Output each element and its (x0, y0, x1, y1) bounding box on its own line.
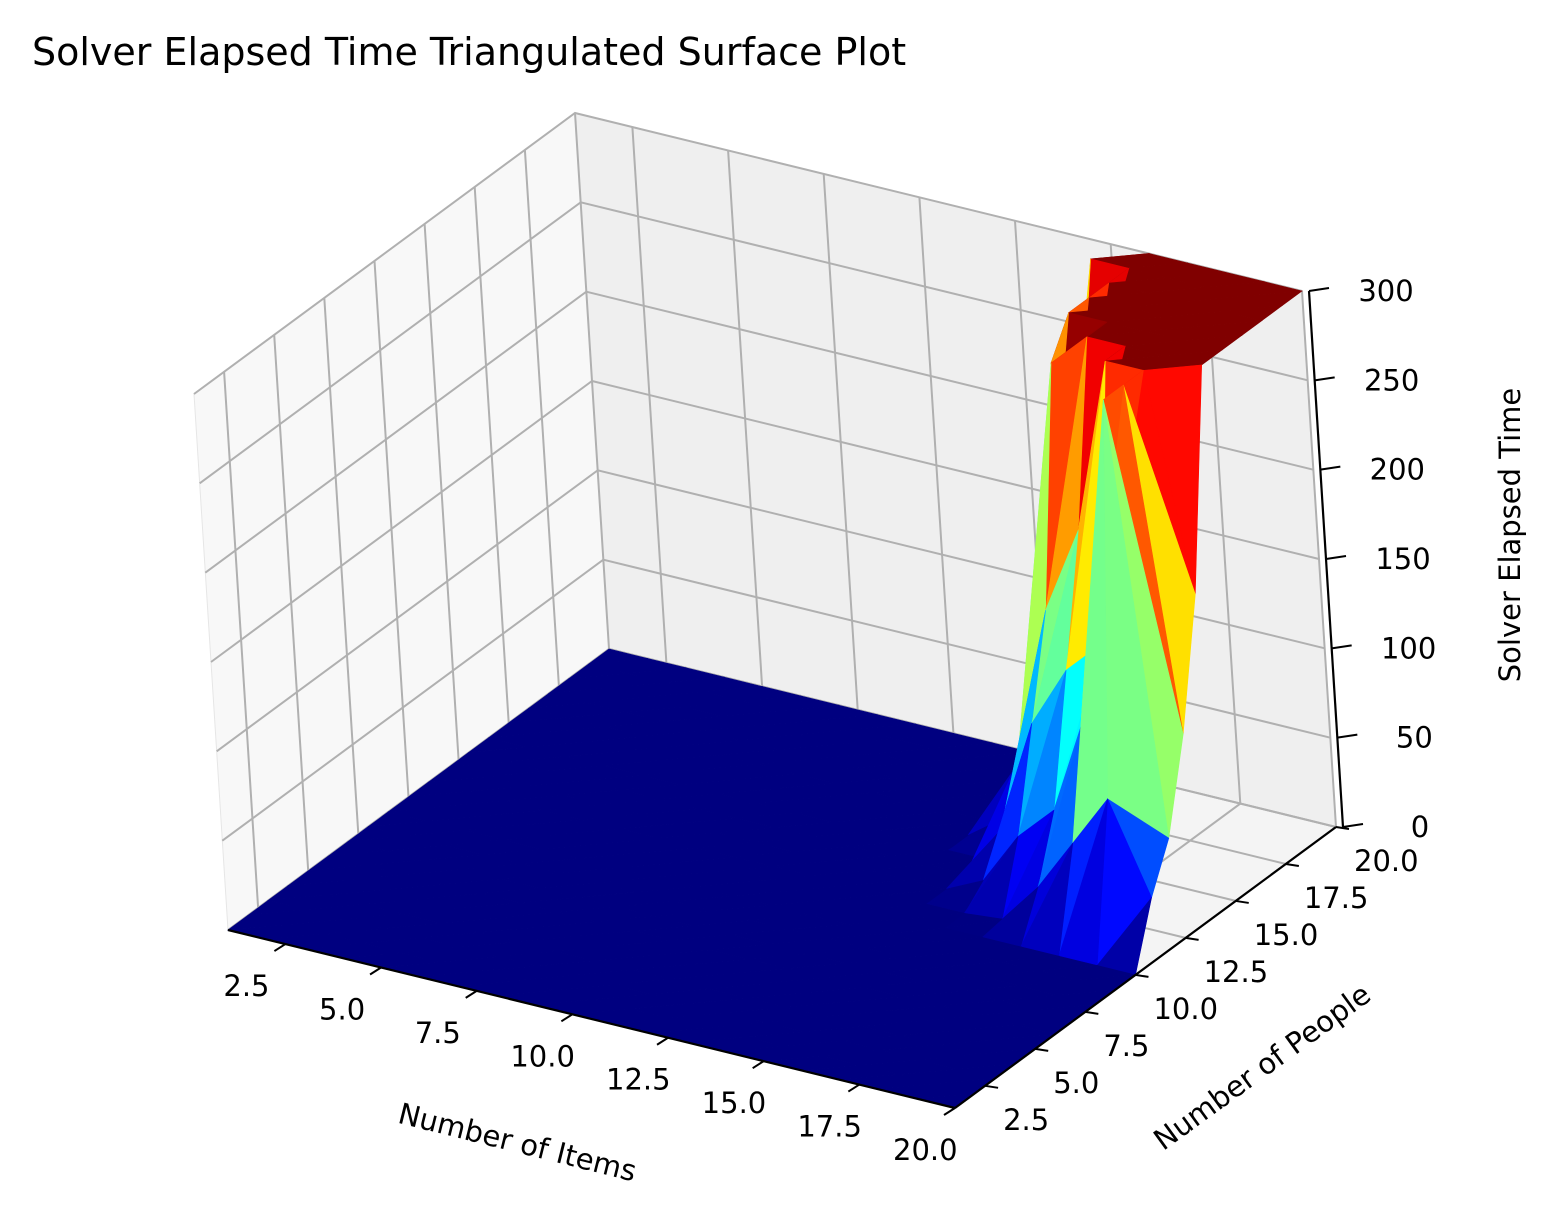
z-tick-label-2: 100 (1381, 631, 1436, 665)
z-tick-label-3: 150 (1375, 542, 1430, 576)
grid-line-z-5 (199, 201, 1308, 485)
y-tick-7 (1335, 826, 1350, 830)
y-tick-label-2: 7.5 (1103, 1029, 1149, 1063)
x-tick-4 (656, 1036, 669, 1046)
x-tick-label-6: 17.5 (797, 1110, 862, 1144)
y-tick-4 (1185, 936, 1199, 941)
x-tick-3 (560, 1013, 573, 1023)
axis-ticks (273, 287, 1364, 1116)
chart-title: Solver Elapsed Time Triangulated Surface… (32, 30, 906, 74)
z-tick-label-1: 50 (1396, 721, 1433, 755)
z-tick-label-6: 300 (1358, 274, 1413, 308)
x-tick-label-1: 5.0 (319, 992, 365, 1026)
y-tick-2 (1085, 1010, 1099, 1015)
z-tick-label-4: 200 (1370, 453, 1425, 487)
y-tick-label-0: 2.5 (1003, 1103, 1049, 1137)
z-tick-0 (1342, 823, 1364, 828)
y-tick-0 (984, 1084, 999, 1089)
y-tick-label-4: 12.5 (1204, 955, 1269, 989)
x-tick-7 (943, 1107, 956, 1116)
z-tick-label-5: 250 (1364, 363, 1419, 397)
z-tick-3 (1325, 555, 1347, 560)
x-tick-2 (465, 990, 478, 999)
x-axis-label: Number of Items (395, 1096, 640, 1188)
x-axis-line (227, 928, 956, 1110)
x-tick-1 (369, 966, 382, 976)
y-tick-5 (1235, 899, 1249, 904)
z-tick-1 (1337, 733, 1358, 739)
z-tick-5 (1314, 376, 1335, 382)
x-tick-6 (847, 1083, 860, 1093)
z-tick-6 (1308, 287, 1330, 292)
x-tick-label-7: 20.0 (893, 1133, 958, 1167)
y-tick-1 (1035, 1047, 1049, 1052)
y-tick-label-3: 10.0 (1153, 992, 1218, 1026)
y-tick-3 (1135, 973, 1149, 978)
y-tick-label-6: 17.5 (1304, 881, 1369, 915)
z-axis-label: Solver Elapsed Time (1493, 388, 1527, 682)
x-tick-5 (752, 1060, 765, 1070)
y-tick-label-7: 20.0 (1354, 844, 1419, 878)
y-axis-line (954, 826, 1337, 1109)
tick-labels: 2.55.07.510.012.515.017.520.02.55.07.510… (223, 274, 1436, 1167)
x-tick-label-0: 2.5 (223, 969, 269, 1003)
x-tick-label-5: 15.0 (702, 1086, 767, 1120)
y-tick-label-1: 5.0 (1053, 1066, 1099, 1100)
y-tick-label-5: 15.0 (1254, 918, 1319, 952)
z-tick-label-0: 0 (1411, 810, 1429, 844)
x-tick-0 (273, 943, 286, 952)
z-tick-4 (1320, 465, 1341, 471)
grid-line-z-6 (193, 111, 1303, 395)
surface (226, 253, 1304, 1109)
x-tick-label-2: 7.5 (415, 1016, 461, 1050)
x-tick-label-4: 12.5 (606, 1063, 671, 1097)
x-tick-label-3: 10.0 (510, 1039, 575, 1073)
z-tick-2 (1331, 644, 1352, 650)
y-tick-6 (1285, 862, 1300, 867)
